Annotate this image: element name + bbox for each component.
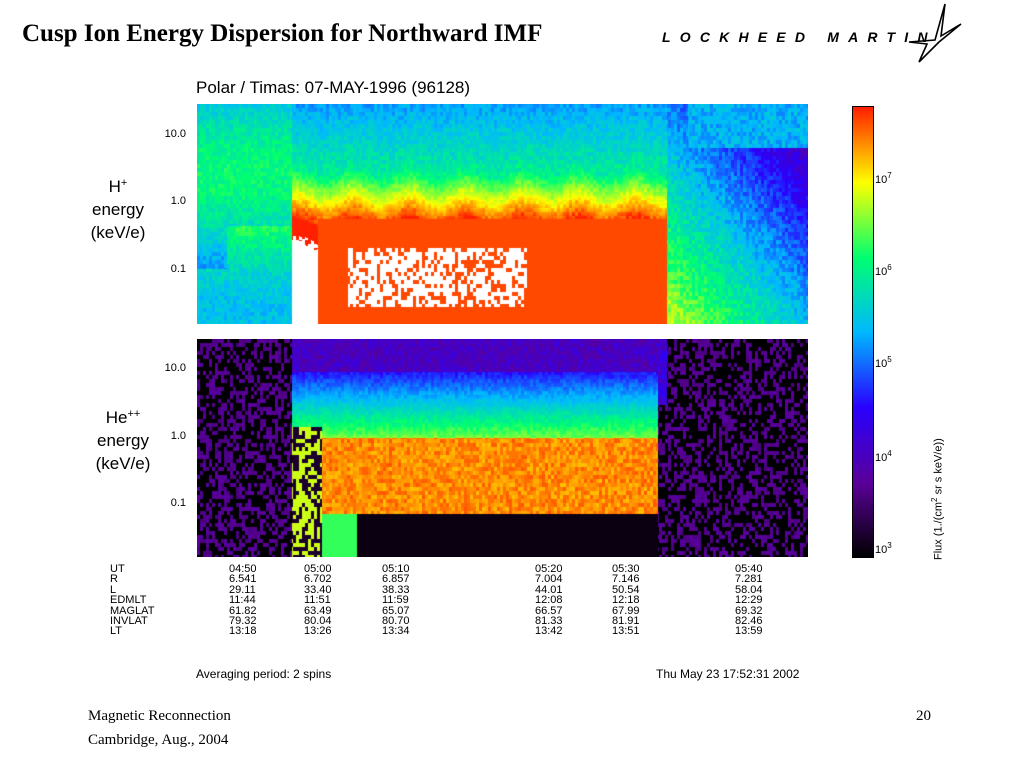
orbit-value: 63.49 [304,604,332,617]
h-plus-heatmap-canvas [197,104,808,324]
he-ytick-01: 0.1 [170,497,186,509]
orbit-value: 38.33 [382,583,410,596]
colorbar-tick-1e7: 107 [875,171,892,186]
colorbar-tick-1e6: 106 [875,263,892,278]
orbit-value: 6.541 [229,573,257,586]
orbit-column: 05:30 7.146 50.54 12:18 67.99 81.91 13:51 [612,563,640,638]
orbit-value: 13:34 [382,625,410,638]
orbit-value: 61.82 [229,604,257,617]
orbit-value: 69.32 [735,604,763,617]
orbit-value: 11:51 [304,594,331,607]
orbit-value: 12:08 [535,594,563,607]
orbit-column: 04:50 6.541 29.11 11:44 61.82 79.32 13:18 [229,563,257,638]
orbit-value: 58.04 [735,583,763,596]
he-ytick-10: 10.0 [164,362,186,374]
orbit-value: 05:40 [735,563,763,575]
orbit-value: 05:30 [612,563,640,575]
orbit-value: 11:44 [229,594,256,607]
orbit-value: 13:51 [612,625,640,638]
colorbar-tick-1e3: 103 [875,541,892,556]
orbit-value: 7.281 [735,573,763,586]
h-plus-spectrogram [197,104,808,324]
orbit-value: 81.91 [612,615,640,628]
orbit-value: 7.004 [535,573,563,586]
orbit-column: 05:20 7.004 44.01 12:08 66.57 81.33 13:42 [535,563,563,638]
h-plus-ylabel-units: (keV/e) [90,223,146,242]
orbit-value: 29.11 [229,583,256,596]
orbit-value: 80.04 [304,615,332,628]
orbit-label-edmlt: EDMLT [110,594,147,607]
orbit-value: 05:00 [304,563,332,575]
orbit-value: 12:29 [735,594,763,607]
colorbar-tick-1e5: 105 [875,355,892,370]
he-species: He [105,408,128,427]
orbit-label-ut: UT [110,563,125,575]
orbit-value: 11:59 [382,594,409,607]
orbit-label-maglat: MAGLAT [110,604,155,617]
orbit-value: 6.702 [304,573,332,586]
orbit-value: 6.857 [382,573,410,586]
orbit-value: 33.40 [304,583,332,596]
orbit-label-invlat: INVLAT [110,615,148,628]
orbit-value: 13:26 [304,625,332,638]
orbit-value: 7.146 [612,573,640,586]
colorbar-gradient [853,107,873,557]
he-ylabel-energy: energy [97,431,149,450]
he-ylabel-units: (keV/e) [95,454,151,473]
h-plus-ytick-01: 0.1 [170,263,186,275]
orbit-value: 81.33 [535,615,563,628]
h-plus-ylabel-energy: energy [92,200,144,219]
he-ylabel: He++ energy (keV/e) [73,406,173,475]
orbit-value: 50.54 [612,583,640,596]
orbit-value: 04:50 [229,563,257,575]
orbit-value: 79.32 [229,615,257,628]
orbit-value: 13:59 [735,625,763,638]
orbit-label-r: R [110,573,118,586]
plot-title: Polar / Timas: 07-MAY-1996 (96128) [196,78,471,97]
orbit-column: 05:40 7.281 58.04 12:29 69.32 82.46 13:59 [735,563,763,638]
orbit-label-l: L [110,583,117,596]
orbit-value: 05:10 [382,563,410,575]
h-plus-ytick-1: 1.0 [170,195,186,207]
orbit-value: 67.99 [612,604,640,617]
slide-title: Cusp Ion Energy Dispersion for Northward… [22,20,543,47]
orbit-row-labels: UT R L EDMLT MAGLAT INVLAT LT [110,563,155,638]
plot-timestamp: Thu May 23 17:52:31 2002 [656,667,800,681]
he-ytick-1: 1.0 [170,430,186,442]
orbit-label-lt: LT [110,625,123,638]
averaging-period: Averaging period: 2 spins [196,667,332,681]
lockheed-martin-logo-text: LOCKHEED MARTIN [662,29,937,45]
page-number: 20 [916,708,931,724]
he-plus-plus-spectrogram [197,339,808,557]
orbit-value: 13:18 [229,625,257,638]
orbit-column: 05:10 6.857 38.33 11:59 65.07 80.70 13:34 [382,563,410,638]
footer-line-1: Magnetic Reconnection [88,708,231,724]
orbit-value: 13:42 [535,625,563,638]
colorbar-label: Flux (1./(cm2 sr s keV/e)) [930,438,945,560]
h-plus-ylabel: H+ energy (keV/e) [68,175,168,244]
orbit-value: 66.57 [535,604,563,617]
he-heatmap-canvas [197,339,808,557]
orbit-column: 05:00 6.702 33.40 11:51 63.49 80.04 13:26 [304,563,332,638]
orbit-value: 65.07 [382,604,410,617]
colorbar-tick-1e4: 104 [875,449,892,464]
orbit-value: 05:20 [535,563,563,575]
orbit-value: 44.01 [535,583,563,596]
lockheed-martin-star-icon [908,3,962,63]
orbit-value: 80.70 [382,615,410,628]
h-plus-ytick-10: 10.0 [164,128,186,140]
colorbar [852,106,874,558]
footer-line-2: Cambridge, Aug., 2004 [88,732,229,748]
h-plus-species: H [108,177,121,196]
orbit-value: 12:18 [612,594,640,607]
he-charge: ++ [127,408,141,420]
orbit-value: 82.46 [735,615,763,628]
h-plus-charge: + [120,177,128,189]
